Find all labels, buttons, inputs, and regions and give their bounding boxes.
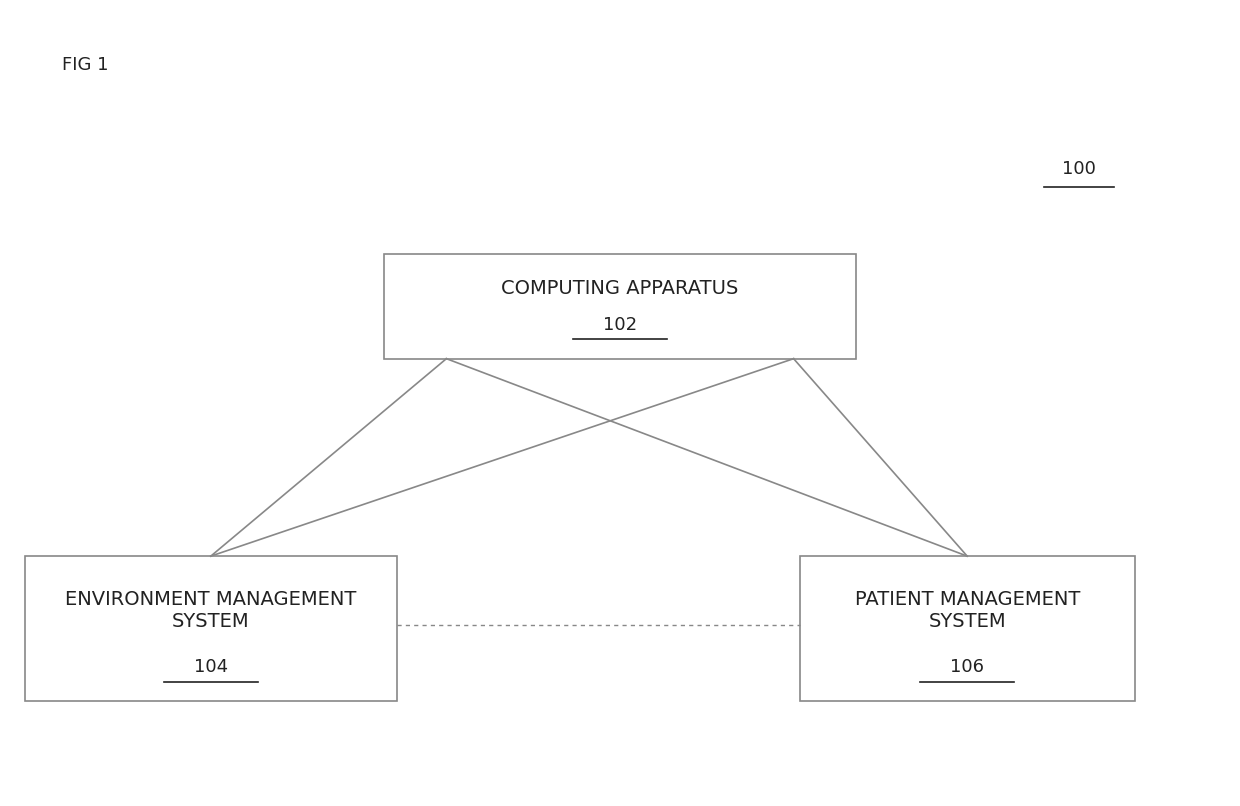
Text: 102: 102 bbox=[603, 316, 637, 334]
Text: ENVIRONMENT MANAGEMENT
SYSTEM: ENVIRONMENT MANAGEMENT SYSTEM bbox=[66, 591, 356, 631]
FancyBboxPatch shape bbox=[384, 254, 856, 359]
Text: 104: 104 bbox=[193, 659, 228, 676]
Text: 106: 106 bbox=[950, 659, 985, 676]
Text: COMPUTING APPARATUS: COMPUTING APPARATUS bbox=[501, 279, 739, 298]
Text: 100: 100 bbox=[1061, 160, 1096, 178]
FancyBboxPatch shape bbox=[25, 556, 397, 701]
Text: PATIENT MANAGEMENT
SYSTEM: PATIENT MANAGEMENT SYSTEM bbox=[854, 591, 1080, 631]
FancyBboxPatch shape bbox=[800, 556, 1135, 701]
Text: FIG 1: FIG 1 bbox=[62, 56, 109, 74]
